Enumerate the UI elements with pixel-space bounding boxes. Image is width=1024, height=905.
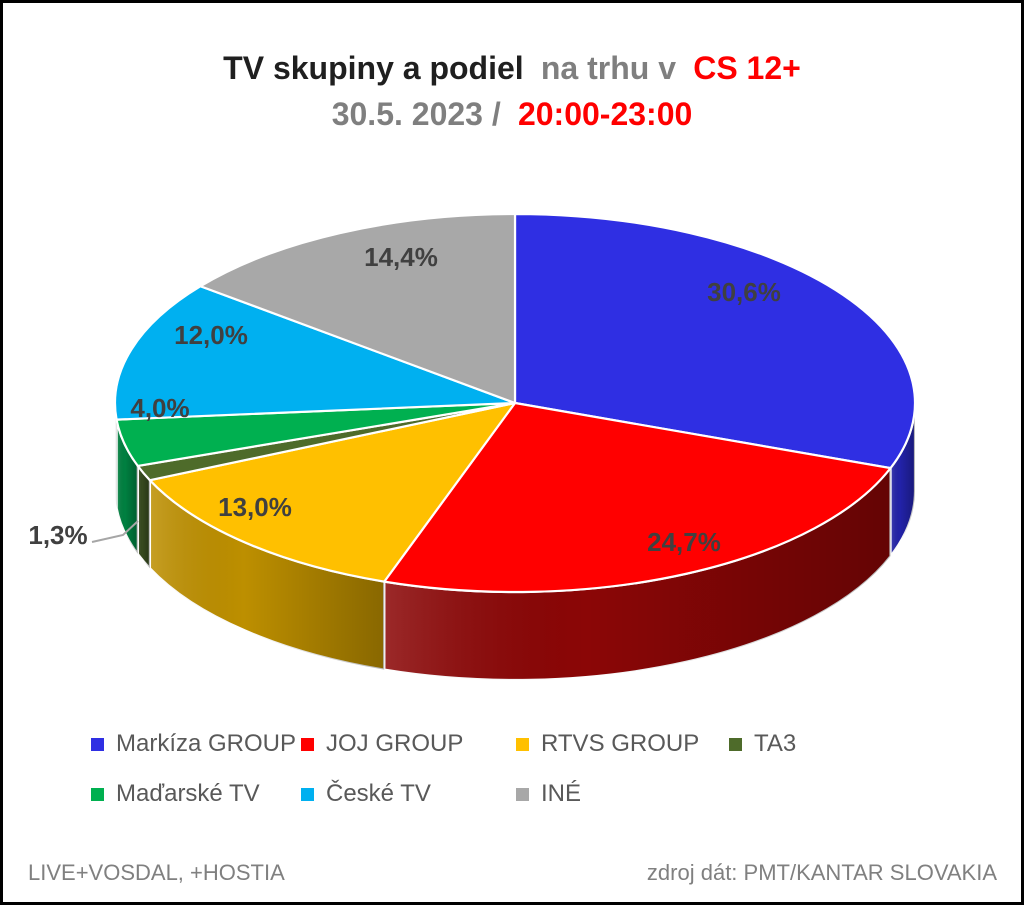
slice-label-rtvs-group: 13,0% (218, 492, 292, 522)
title-text-date: 30.5. 2023 / (331, 96, 501, 132)
slice-label-ceske-tv: 12,0% (174, 320, 248, 350)
title-line-1: TV skupiny a podiel na trhu v CS 12+ (3, 45, 1021, 91)
pie-slice-rtvs-group (148, 401, 517, 583)
slice-label-madarske-tv: 4,0% (130, 393, 189, 423)
footer: LIVE+VOSDAL, +HOSTIA zdroj dát: PMT/KANT… (28, 860, 997, 886)
slice-label-ta3: 1,3% (28, 520, 87, 550)
pie-slice-joj-group (383, 401, 892, 594)
title-text-audience: CS 12+ (693, 50, 801, 86)
chart-title: TV skupiny a podiel na trhu v CS 12+ 30.… (3, 45, 1021, 137)
title-text-market: na trhu v (540, 50, 676, 86)
slice-label-joj-group: 24,7% (647, 527, 721, 557)
title-text-main: TV skupiny a podiel (223, 50, 524, 86)
slice-label-markiza-group: 30,6% (707, 277, 781, 307)
title-line-2: 30.5. 2023 / 20:00-23:00 (3, 91, 1021, 137)
pie-slice-markiza-group (513, 212, 917, 470)
pie-slice-ine (199, 212, 517, 405)
pie-chart: 30,6% 24,7% 13,0% 1,3% 4,0% 12,0% 14,4% (28, 212, 917, 682)
pie-slice-ceske-tv (113, 285, 517, 421)
title-text-timeslot: 20:00-23:00 (517, 96, 693, 132)
footer-note: LIVE+VOSDAL, +HOSTIA (28, 860, 285, 885)
footer-source: zdroj dát: PMT/KANTAR SLOVAKIA (646, 860, 997, 885)
leader-line-ta3 (91, 520, 139, 543)
slice-label-ine: 14,4% (364, 242, 438, 272)
